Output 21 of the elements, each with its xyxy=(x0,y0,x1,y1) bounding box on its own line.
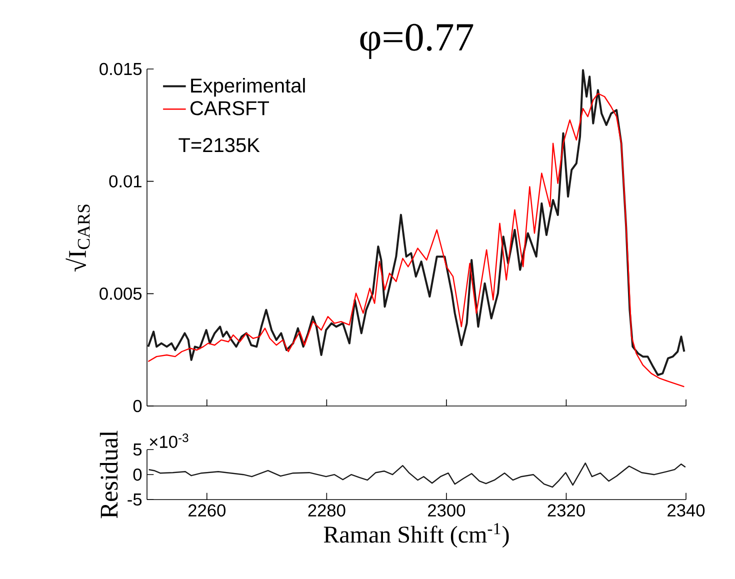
y-axis-title: Residual xyxy=(100,430,118,518)
chart-title: φ=0.77 xyxy=(360,24,474,59)
x-tick-label: 2340 xyxy=(668,504,705,517)
y-tick-label: 5 xyxy=(133,444,142,456)
y-tick-label: -5 xyxy=(128,494,142,506)
annotation: T=2135K xyxy=(178,138,260,152)
x-tick-label: 2300 xyxy=(428,504,466,517)
x-tick-label: 2320 xyxy=(548,504,585,517)
y-tick-label: 0 xyxy=(133,400,142,412)
x-axis-title: Raman Shift (cm$^{-1}$) xyxy=(324,523,509,548)
line-series xyxy=(148,462,686,488)
y-tick-label: 0.005 xyxy=(100,288,142,300)
y-axis-title: √I$_{CARS}$ xyxy=(66,204,90,272)
x-tick-label: 2280 xyxy=(308,504,346,517)
text: ×10$^{-3}$ xyxy=(150,434,188,448)
legend-label: Experimental xyxy=(191,78,305,97)
legend-label: CARSFT xyxy=(190,101,270,116)
y-tick-label: 0.015 xyxy=(100,62,142,76)
y-tick-label: 0 xyxy=(133,468,142,481)
y-tick-label: 0.01 xyxy=(109,175,142,188)
x-tick-label: 2260 xyxy=(188,504,226,517)
